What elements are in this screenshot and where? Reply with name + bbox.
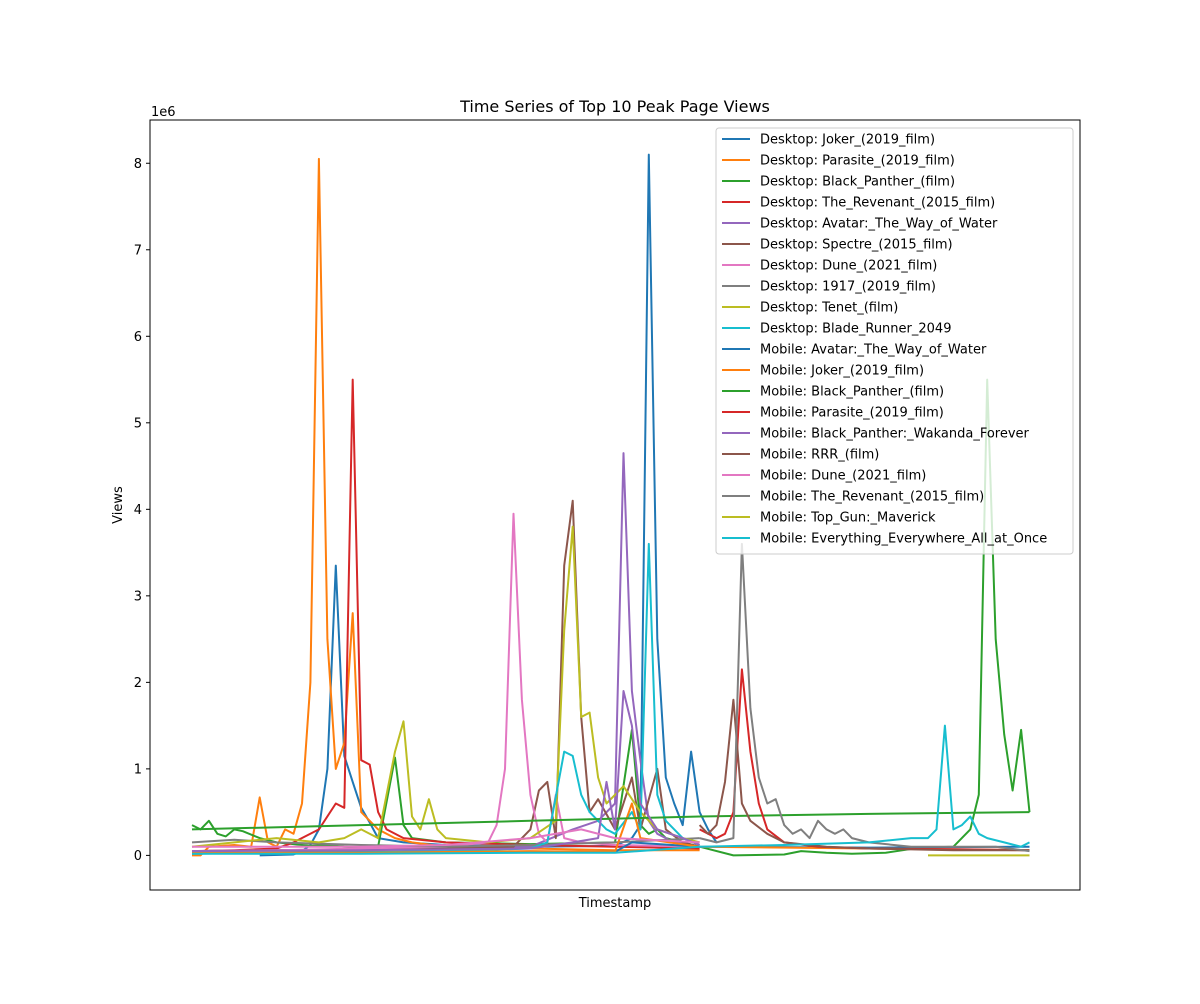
legend-label: Mobile: RRR_(film)	[760, 448, 879, 463]
series-layer	[191, 153, 1031, 857]
legend-label: Mobile: Joker_(2019_film)	[760, 364, 924, 379]
legend-label: Desktop: Tenet_(film)	[760, 301, 898, 316]
legend-label: Desktop: 1917_(2019_film)	[760, 280, 936, 295]
legend-label: Desktop: Avatar:_The_Way_of_Water	[760, 217, 998, 232]
series-line-14	[191, 690, 700, 853]
series-line-5	[191, 499, 700, 853]
series-line-6	[191, 512, 700, 853]
series-line-11	[192, 802, 1030, 854]
y-tick-label: 3	[134, 589, 142, 604]
y-tick-label: 5	[134, 416, 142, 431]
legend-label: Desktop: Parasite_(2019_film)	[760, 154, 955, 169]
y-tick-label: 7	[134, 243, 142, 258]
legend-label: Mobile: The_Revenant_(2015_film)	[760, 490, 984, 505]
series-line-16	[192, 828, 700, 848]
y-tick-label: 2	[134, 676, 142, 691]
series-line-1	[192, 157, 700, 857]
legend-label: Mobile: Avatar:_The_Way_of_Water	[760, 343, 987, 358]
legend-box	[715, 127, 1074, 555]
series-line-17	[699, 542, 1030, 853]
y-axis-scale-label: 1e6	[151, 105, 176, 120]
legend: Desktop: Joker_(2019_film) Desktop: Paras…	[715, 127, 1074, 555]
plot-area-frame	[149, 119, 1081, 891]
legend-label: Mobile: Black_Panther:_Wakanda_Forever	[760, 427, 1030, 442]
series-line-9	[191, 542, 700, 855]
legend-label: Mobile: Black_Panther_(film)	[760, 385, 944, 400]
series-line-15	[698, 698, 1030, 852]
y-tick-label: 6	[134, 330, 142, 345]
chart-title: Time Series of Top 10 Peak Page Views	[459, 97, 770, 116]
legend-label: Desktop: Dune_(2021_film)	[760, 259, 937, 274]
legend-label: Desktop: Joker_(2019_film)	[760, 133, 935, 148]
legend-label: Desktop: Black_Panther_(film)	[760, 175, 955, 190]
y-tick-label: 4	[134, 503, 142, 518]
legend-label: Mobile: Dune_(2021_film)	[760, 469, 926, 484]
y-axis-ticks: 0 1 2 3 4 5 6 7 8	[134, 157, 150, 864]
y-axis-label: Views	[111, 486, 126, 524]
x-axis-label: Timestamp	[578, 896, 652, 911]
legend-label: Desktop: Blade_Runner_2049	[760, 322, 951, 337]
legend-label: Desktop: Spectre_(2015_film)	[760, 238, 953, 253]
legend-label: Desktop: The_Revenant_(2015_film)	[760, 196, 995, 211]
series-line-0	[259, 153, 718, 857]
legend-label: Mobile: Top_Gun:_Maverick	[760, 511, 936, 526]
y-tick-label: 0	[134, 849, 142, 864]
y-tick-label: 8	[134, 157, 142, 172]
legend-label: Mobile: Everything_Everywhere_All_at_Onc…	[760, 532, 1047, 547]
series-line-8	[191, 525, 700, 848]
legend-label: Mobile: Parasite_(2019_film)	[760, 406, 944, 421]
series-line-19	[192, 724, 1030, 855]
y-tick-label: 1	[134, 762, 142, 777]
